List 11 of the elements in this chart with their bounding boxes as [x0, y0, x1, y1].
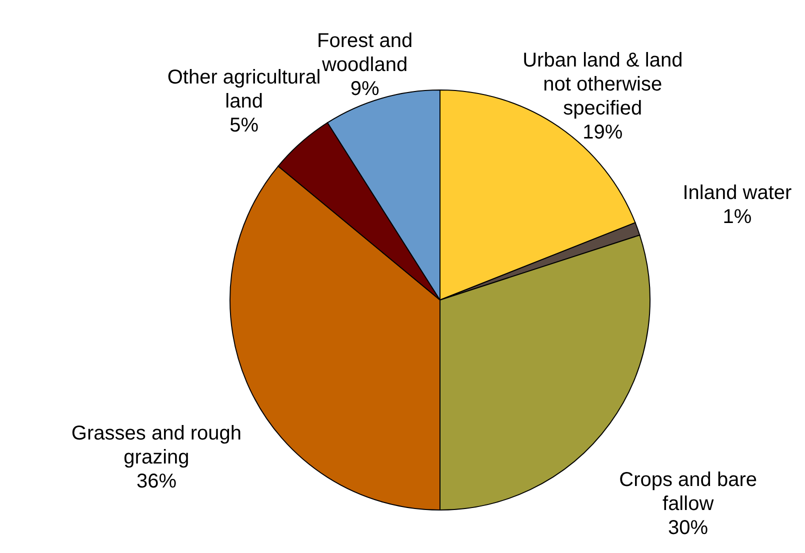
- data-label: 5%: [230, 114, 259, 137]
- data-label: 36%: [136, 470, 177, 492]
- slice-label: Crops and bare fallow: [619, 469, 758, 516]
- data-label: 19%: [582, 122, 623, 144]
- data-label: 30%: [668, 517, 708, 540]
- slice-label: Inland water: [682, 182, 792, 204]
- slice-label: Other agricultural land: [167, 66, 321, 113]
- slice-label: Grasses and rough grazing: [71, 422, 242, 468]
- data-label: 9%: [350, 78, 380, 100]
- data-label: 1%: [722, 206, 752, 228]
- slice-label: Urban land & land not otherwise specified: [522, 50, 683, 120]
